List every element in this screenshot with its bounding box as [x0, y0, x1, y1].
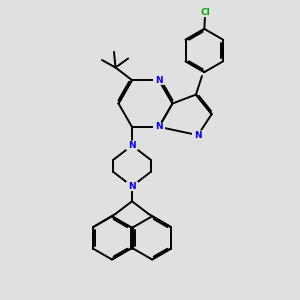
FancyBboxPatch shape: [126, 182, 138, 191]
FancyBboxPatch shape: [126, 141, 138, 150]
FancyBboxPatch shape: [153, 75, 165, 85]
Text: Cl: Cl: [200, 8, 210, 17]
FancyBboxPatch shape: [153, 122, 165, 132]
Text: N: N: [194, 130, 202, 140]
Text: N: N: [128, 141, 136, 150]
FancyBboxPatch shape: [192, 130, 204, 140]
FancyBboxPatch shape: [199, 8, 211, 17]
Text: N: N: [155, 122, 163, 131]
Text: N: N: [128, 182, 136, 191]
Text: N: N: [155, 76, 163, 85]
